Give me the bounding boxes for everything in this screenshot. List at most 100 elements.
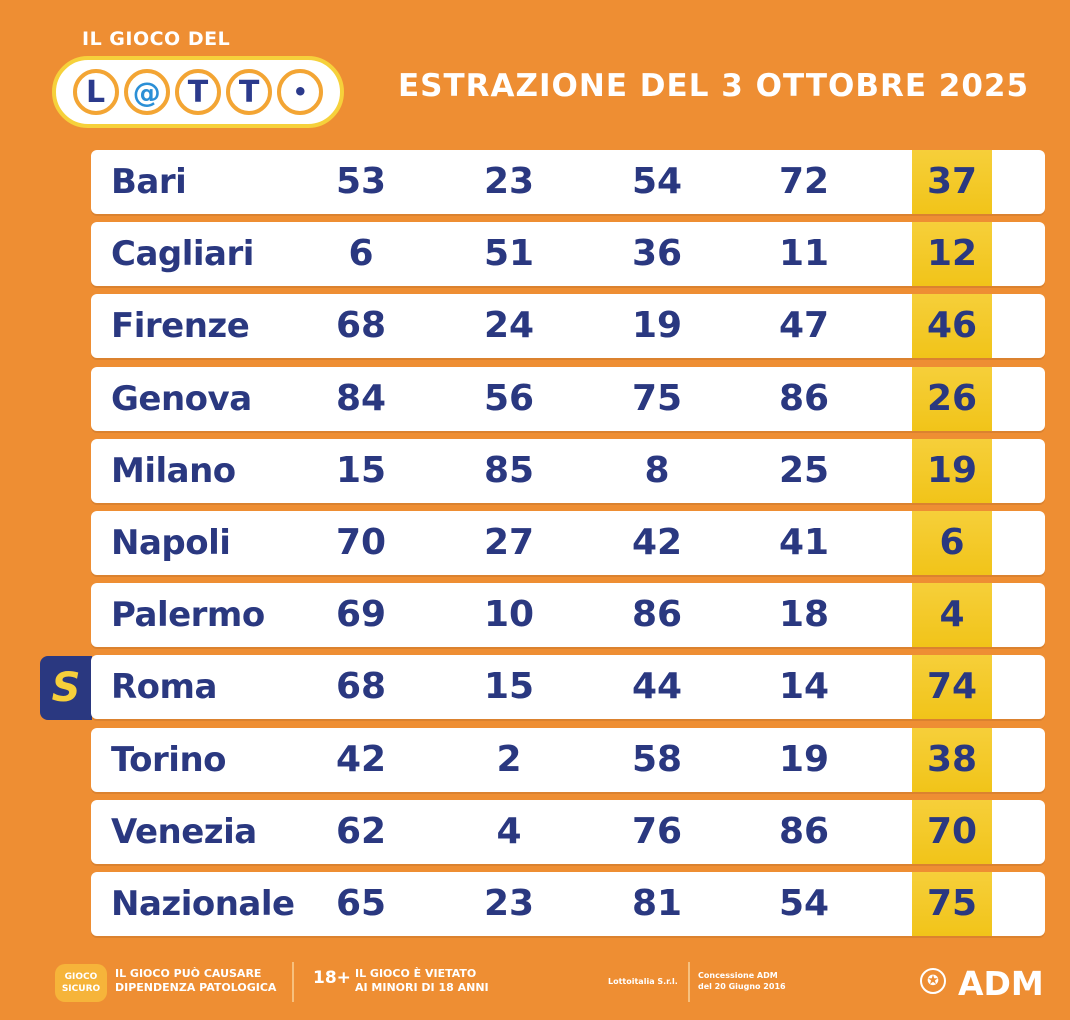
drawn-number: 14 bbox=[778, 666, 830, 708]
table-row: Torino 42 2 58 19 38 bbox=[91, 727, 1045, 792]
page-title: ESTRAZIONE DEL 3 OTTOBRE 2025 bbox=[398, 68, 1030, 104]
drawn-number: 68 bbox=[335, 666, 387, 708]
highlighted-number: 70 bbox=[912, 799, 992, 864]
logo-letter-t2: T bbox=[226, 69, 273, 115]
gioco-responsabile-logo-icon: GIOCO SICURO bbox=[55, 964, 107, 1002]
drawn-number: 81 bbox=[631, 883, 683, 924]
table-row: Genova 84 56 75 86 26 bbox=[91, 366, 1045, 431]
drawn-number: 19 bbox=[631, 305, 683, 347]
city-name: Palermo bbox=[111, 595, 265, 636]
republic-emblem-icon: ✪ bbox=[920, 968, 946, 994]
highlighted-number: 12 bbox=[912, 222, 992, 287]
age-warning-line2: AI MINORI DI 18 ANNI bbox=[355, 981, 489, 994]
drawn-number: 75 bbox=[631, 377, 683, 419]
city-name: Cagliari bbox=[111, 234, 254, 275]
drawn-number: 19 bbox=[778, 738, 830, 780]
highlighted-number: 37 bbox=[912, 150, 992, 214]
city-name: Firenze bbox=[111, 306, 250, 347]
gambling-warning: IL GIOCO PUÒ CAUSARE DIPENDENZA PATOLOGI… bbox=[115, 967, 276, 995]
concession-info: Concessione ADM del 20 Giugno 2016 bbox=[698, 970, 786, 992]
highlighted-number: 4 bbox=[912, 583, 992, 648]
drawn-number: 27 bbox=[483, 522, 535, 563]
concession-line1: Concessione ADM bbox=[698, 971, 778, 980]
drawn-number: 69 bbox=[335, 594, 387, 636]
city-name: Venezia bbox=[111, 811, 257, 852]
logo-letter-l: L bbox=[72, 69, 119, 115]
table-row: Venezia 62 4 76 86 70 bbox=[91, 799, 1045, 864]
age-limit-badge: 18+ bbox=[313, 968, 351, 988]
city-name: Milano bbox=[111, 450, 236, 491]
drawn-number: 10 bbox=[483, 594, 535, 636]
drawn-number: 23 bbox=[483, 883, 535, 924]
gambling-warning-line2: DIPENDENZA PATOLOGICA bbox=[115, 981, 277, 994]
drawn-number: 84 bbox=[335, 377, 387, 419]
city-name: Genova bbox=[111, 378, 252, 419]
highlighted-number: 38 bbox=[912, 727, 992, 792]
s-badge-icon: S bbox=[40, 656, 92, 720]
logo-dot-o: • bbox=[277, 69, 324, 115]
logo-spiral-o: @ bbox=[123, 69, 170, 115]
drawn-number: 47 bbox=[778, 305, 830, 347]
table-row: Cagliari 6 51 36 11 12 bbox=[91, 222, 1045, 287]
drawn-number: 42 bbox=[631, 522, 683, 563]
drawn-number: 72 bbox=[778, 161, 830, 202]
drawn-number: 11 bbox=[778, 233, 830, 275]
table-row: Firenze 68 24 19 47 46 bbox=[91, 294, 1045, 359]
logo-pill: L @ T T • bbox=[52, 56, 344, 128]
drawn-number: 8 bbox=[644, 449, 670, 491]
highlighted-number: 26 bbox=[912, 366, 992, 431]
logo-top-text: IL GIOCO DEL bbox=[82, 28, 231, 50]
table-row: Nazionale 65 23 81 54 75 bbox=[91, 872, 1045, 936]
table-row: Milano 15 85 8 25 19 bbox=[91, 438, 1045, 503]
drawn-number: 15 bbox=[335, 449, 387, 491]
drawn-number: 51 bbox=[483, 233, 535, 275]
company-name: Lottoitalia S.r.l. bbox=[608, 977, 678, 986]
drawn-number: 44 bbox=[631, 666, 683, 708]
drawn-number: 18 bbox=[778, 594, 830, 636]
city-name: Torino bbox=[111, 739, 227, 780]
highlighted-number: 6 bbox=[912, 511, 992, 575]
age-warning-line1: IL GIOCO È VIETATO bbox=[355, 967, 477, 980]
drawn-number: 70 bbox=[335, 522, 387, 563]
drawn-number: 53 bbox=[335, 161, 387, 202]
table-row: Napoli 70 27 42 41 6 bbox=[91, 511, 1045, 575]
adm-logo: ADM bbox=[958, 964, 1044, 1003]
lotto-logo: IL GIOCO DEL L @ T T • bbox=[52, 26, 352, 136]
drawn-number: 15 bbox=[483, 666, 535, 708]
drawn-number: 62 bbox=[335, 810, 387, 852]
city-name: Napoli bbox=[111, 523, 231, 563]
highlighted-number: 19 bbox=[912, 438, 992, 503]
drawn-number: 86 bbox=[778, 810, 830, 852]
drawn-number: 86 bbox=[778, 377, 830, 419]
drawn-number: 24 bbox=[483, 305, 535, 347]
table-row: Bari 53 23 54 72 37 bbox=[91, 150, 1045, 214]
drawn-number: 56 bbox=[483, 377, 535, 419]
table-row: Roma 68 15 44 14 74 bbox=[91, 655, 1045, 720]
drawn-number: 6 bbox=[348, 233, 374, 275]
city-name: Nazionale bbox=[111, 884, 295, 924]
drawn-number: 41 bbox=[778, 522, 830, 563]
logo-letter-t1: T bbox=[174, 69, 221, 115]
drawn-number: 36 bbox=[631, 233, 683, 275]
drawn-number: 58 bbox=[631, 738, 683, 780]
drawn-number: 25 bbox=[778, 449, 830, 491]
age-warning: IL GIOCO È VIETATO AI MINORI DI 18 ANNI bbox=[355, 967, 489, 995]
drawn-number: 4 bbox=[496, 810, 522, 852]
drawn-number: 54 bbox=[631, 161, 683, 202]
highlighted-number: 75 bbox=[912, 872, 992, 936]
city-name: Bari bbox=[111, 162, 187, 202]
drawn-number: 76 bbox=[631, 810, 683, 852]
drawn-number: 65 bbox=[335, 883, 387, 924]
drawn-number: 68 bbox=[335, 305, 387, 347]
footer: GIOCO SICURO IL GIOCO PUÒ CAUSARE DIPENDE… bbox=[0, 958, 1070, 1008]
drawn-number: 85 bbox=[483, 449, 535, 491]
highlighted-number: 74 bbox=[912, 655, 992, 720]
drawn-number: 54 bbox=[778, 883, 830, 924]
city-name: Roma bbox=[111, 667, 217, 708]
table-row: Palermo 69 10 86 18 4 bbox=[91, 583, 1045, 648]
drawn-number: 86 bbox=[631, 594, 683, 636]
drawn-number: 2 bbox=[496, 738, 522, 780]
gambling-warning-line1: IL GIOCO PUÒ CAUSARE bbox=[115, 967, 262, 980]
drawn-number: 23 bbox=[483, 161, 535, 202]
highlighted-number: 46 bbox=[912, 294, 992, 359]
